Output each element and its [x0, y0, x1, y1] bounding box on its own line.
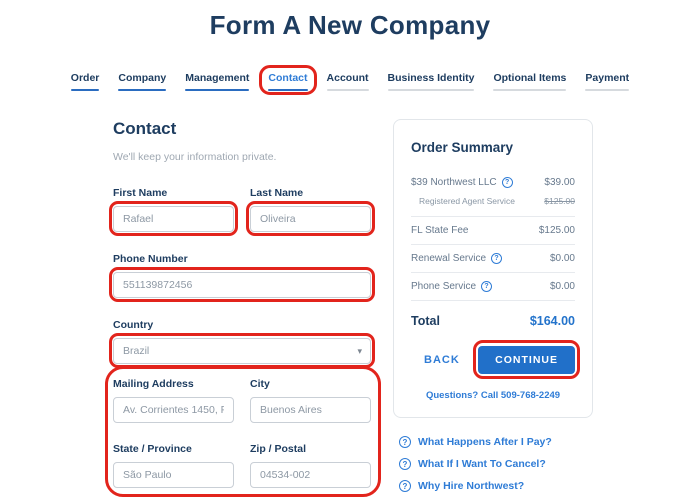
- total-row: Total $164.00: [411, 301, 575, 332]
- tab-underline: [70, 89, 100, 91]
- country-select[interactable]: Brazil ▾: [113, 338, 371, 364]
- divider: [411, 216, 575, 217]
- faq-links: ? What Happens After I Pay? ? What If I …: [393, 436, 593, 492]
- tab-payment[interactable]: Payment: [585, 72, 630, 91]
- faq-what-happens-after-i-pay[interactable]: ? What Happens After I Pay?: [399, 436, 593, 448]
- divider: [411, 272, 575, 273]
- help-icon[interactable]: ?: [491, 253, 503, 264]
- faq-why-hire-northwest[interactable]: ? Why Hire Northwest?: [399, 480, 593, 492]
- continue-button[interactable]: CONTINUE: [478, 346, 575, 374]
- step-tabs: Order Company Management Contact Account…: [0, 65, 700, 95]
- question-circle-icon: ?: [399, 436, 411, 448]
- state-fee-label: FL State Fee: [411, 225, 469, 236]
- summary-row-phone-service: Phone Service ? $0.00: [411, 273, 575, 300]
- package-label: $39 Northwest LLC: [411, 177, 497, 188]
- state-fee-price: $125.00: [538, 225, 575, 236]
- order-summary-card: Order Summary $39 Northwest LLC ? $39.00…: [393, 119, 593, 418]
- phone-service-price: $0.00: [549, 281, 575, 292]
- summary-row-included-service: Registered Agent Service $125.00: [411, 196, 575, 216]
- privacy-note: We'll keep your information private.: [113, 151, 277, 163]
- phone-input[interactable]: [113, 272, 371, 298]
- tab-underline: [268, 89, 308, 91]
- help-icon[interactable]: ?: [501, 177, 513, 188]
- question-circle-icon: ?: [399, 458, 411, 470]
- question-circle-icon: ?: [399, 480, 411, 492]
- total-label: Total: [411, 314, 440, 328]
- mailing-address-input[interactable]: [113, 397, 234, 423]
- renewal-label: Renewal Service: [411, 253, 487, 264]
- page-title: Form A New Company: [209, 10, 491, 40]
- tab-optional-items[interactable]: Optional Items: [493, 72, 567, 91]
- tab-underline: [387, 89, 475, 91]
- phone-label: Phone Number: [113, 253, 188, 265]
- state-province-label: State / Province: [113, 443, 192, 455]
- country-selected-value: Brazil: [123, 345, 150, 357]
- order-summary-heading: Order Summary: [411, 140, 514, 155]
- summary-row-state-fee: FL State Fee $125.00: [411, 217, 575, 244]
- mailing-address-label: Mailing Address: [113, 378, 194, 390]
- divider: [411, 244, 575, 245]
- section-heading: Contact: [113, 119, 177, 138]
- tab-management[interactable]: Management: [185, 72, 250, 91]
- city-input[interactable]: [250, 397, 371, 423]
- package-price: $39.00: [544, 177, 575, 188]
- order-summary-column: Order Summary $39 Northwest LLC ? $39.00…: [393, 119, 593, 502]
- divider: [411, 300, 575, 301]
- faq-what-if-i-want-to-cancel[interactable]: ? What If I Want To Cancel?: [399, 458, 593, 470]
- included-service-original-price: $125.00: [544, 196, 575, 206]
- total-value: $164.00: [529, 314, 575, 328]
- tab-underline: [118, 89, 167, 91]
- questions-phone-link[interactable]: Questions? Call 509-768-2249: [425, 390, 561, 401]
- back-button[interactable]: BACK: [424, 354, 460, 366]
- last-name-label: Last Name: [250, 187, 304, 199]
- state-province-input[interactable]: [113, 462, 234, 488]
- tab-underline: [185, 89, 250, 91]
- contact-form: Contact We'll keep your information priv…: [105, 119, 381, 497]
- phone-service-label: Phone Service: [411, 281, 477, 292]
- tab-account[interactable]: Account: [326, 72, 369, 91]
- main-content: Contact We'll keep your information priv…: [0, 119, 700, 502]
- tab-company[interactable]: Company: [118, 72, 167, 91]
- tab-underline: [493, 89, 567, 91]
- summary-row-renewal: Renewal Service ? $0.00: [411, 245, 575, 272]
- help-icon[interactable]: ?: [481, 281, 493, 292]
- tab-contact[interactable]: Contact: [259, 65, 317, 95]
- zip-postal-input[interactable]: [250, 462, 371, 488]
- city-label: City: [250, 378, 270, 390]
- first-name-input[interactable]: [113, 206, 234, 232]
- zip-postal-label: Zip / Postal: [250, 443, 307, 455]
- tab-business-identity[interactable]: Business Identity: [387, 72, 475, 91]
- included-service-label: Registered Agent Service: [419, 196, 515, 206]
- tab-order[interactable]: Order: [70, 72, 100, 91]
- first-name-label: First Name: [113, 187, 168, 199]
- tab-underline: [326, 89, 369, 91]
- summary-row-package: $39 Northwest LLC ? $39.00: [411, 169, 575, 196]
- mailing-address-group: Mailing Address City State / Province Zi…: [113, 378, 371, 488]
- last-name-input[interactable]: [250, 206, 371, 232]
- country-label: Country: [113, 319, 154, 331]
- chevron-down-icon: ▾: [357, 346, 362, 356]
- renewal-price: $0.00: [549, 253, 575, 264]
- tab-underline: [585, 89, 630, 91]
